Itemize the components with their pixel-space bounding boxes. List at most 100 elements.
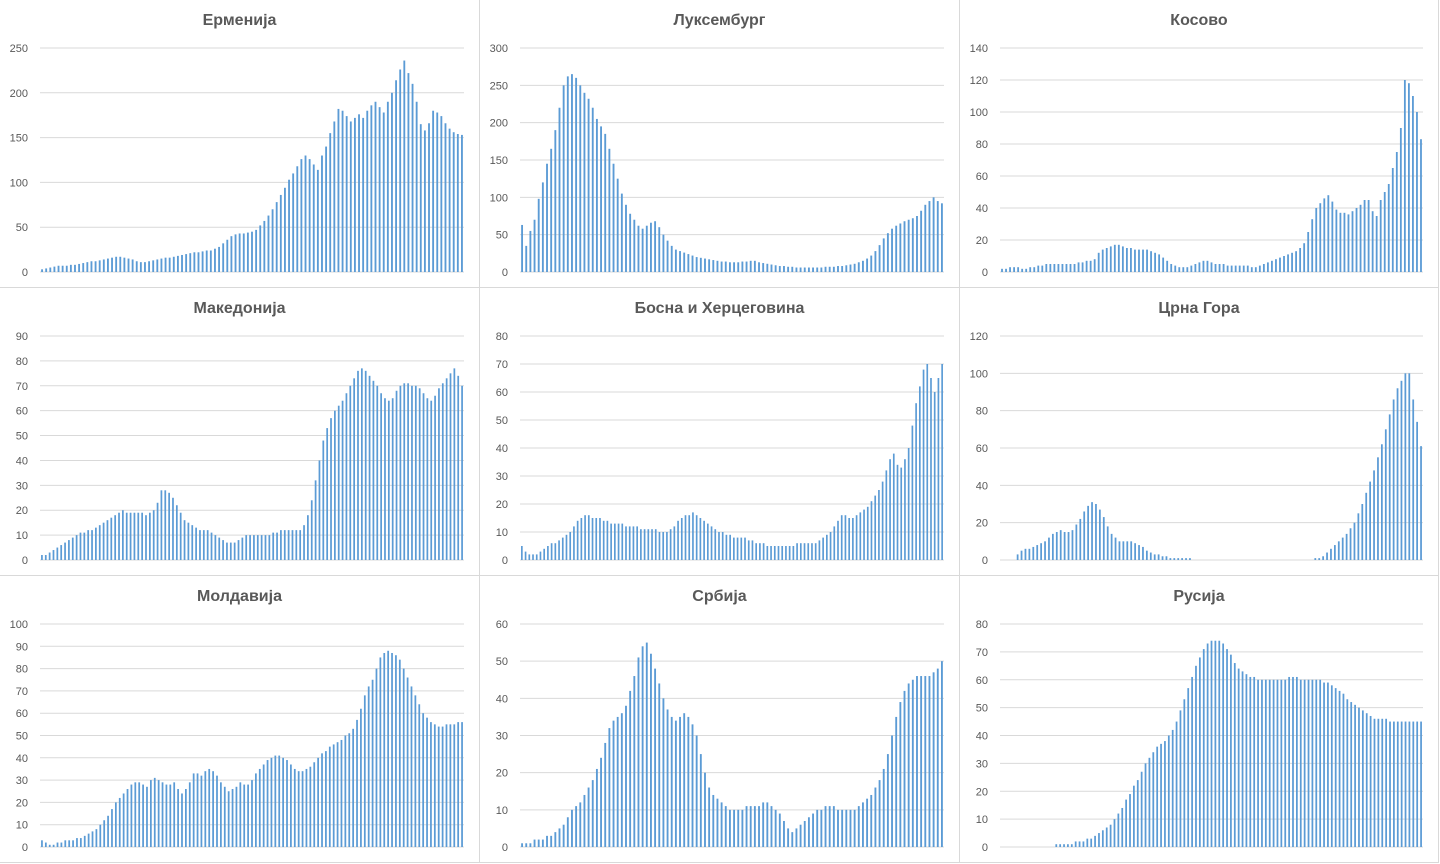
- bar: [1361, 710, 1364, 847]
- bar: [259, 225, 262, 272]
- bar: [91, 530, 93, 560]
- bar: [41, 840, 43, 847]
- bar: [1379, 200, 1382, 272]
- bar: [57, 265, 60, 272]
- bar: [308, 159, 311, 272]
- bar: [1369, 715, 1372, 847]
- y-tick-label: 250: [490, 80, 508, 92]
- bar: [1065, 264, 1068, 272]
- bar: [1246, 265, 1249, 272]
- bar: [770, 546, 772, 560]
- bar: [1280, 679, 1283, 847]
- chart-plot: 0 10 20 30 40 50 60 70 80 90: [16, 331, 464, 567]
- bar: [1408, 721, 1411, 847]
- bar: [744, 537, 746, 560]
- bar: [862, 802, 864, 847]
- bar: [770, 806, 773, 847]
- bar: [882, 238, 885, 272]
- bar: [387, 650, 390, 847]
- bar: [1082, 841, 1085, 847]
- bar: [330, 418, 332, 560]
- bar: [176, 255, 179, 272]
- bar: [267, 215, 270, 272]
- bar: [1063, 532, 1066, 560]
- bar: [899, 702, 902, 847]
- bar: [456, 134, 459, 272]
- bar: [1272, 679, 1275, 847]
- chart-panel: Молдавија 0 10 20 30 40 50 60 70 80 90 100: [0, 576, 480, 863]
- bar: [56, 842, 59, 847]
- bar: [891, 228, 893, 272]
- bar: [403, 383, 406, 560]
- bar: [152, 260, 155, 272]
- bar: [1396, 388, 1399, 560]
- bar: [83, 835, 86, 847]
- bar: [679, 716, 681, 847]
- chart-title: Луксембург: [673, 12, 766, 29]
- bar: [848, 518, 850, 560]
- bar: [145, 515, 147, 560]
- bar: [1322, 556, 1324, 560]
- bar: [670, 716, 673, 847]
- y-tick-label: 100: [970, 107, 988, 119]
- bar: [1396, 721, 1399, 847]
- chart-title: Ерменија: [202, 12, 277, 29]
- bar: [845, 809, 848, 847]
- bar: [275, 202, 278, 272]
- bar: [1175, 721, 1178, 847]
- chart-title: Македонија: [193, 300, 286, 317]
- bar: [666, 709, 669, 847]
- bar: [1319, 203, 1322, 272]
- y-tick-label: 30: [16, 775, 28, 787]
- y-tick-label: 20: [496, 768, 508, 780]
- bar: [235, 786, 238, 847]
- bar: [226, 239, 229, 272]
- bar: [204, 771, 207, 847]
- bar: [521, 546, 523, 560]
- bar: [1044, 541, 1046, 560]
- bar: [803, 820, 806, 847]
- bar: [1395, 152, 1398, 272]
- bar: [1077, 262, 1080, 272]
- y-tick-label: 40: [976, 480, 988, 492]
- chart-panel: Босна и Херцеговина 0 10 20 30 40 50 60 70 80: [480, 288, 960, 576]
- bar: [845, 265, 848, 272]
- bar: [720, 261, 723, 272]
- bar: [546, 835, 548, 847]
- bar: [886, 233, 889, 272]
- bar: [1165, 556, 1168, 560]
- bar: [736, 537, 739, 560]
- bar: [87, 833, 90, 847]
- bar: [71, 537, 74, 560]
- bar: [751, 540, 754, 560]
- bar: [930, 378, 932, 560]
- bar: [1071, 530, 1074, 560]
- bar: [1404, 373, 1407, 560]
- bar: [625, 526, 627, 560]
- y-tick-label: 150: [10, 133, 28, 145]
- bar: [535, 554, 538, 560]
- bar: [208, 768, 211, 847]
- bar: [130, 784, 133, 847]
- bar: [807, 267, 810, 272]
- bar: [859, 512, 862, 560]
- bar: [1341, 537, 1344, 560]
- bar: [651, 529, 653, 560]
- bar: [152, 510, 155, 560]
- bar: [1288, 676, 1290, 847]
- y-tick-label: 120: [970, 75, 988, 87]
- bar: [683, 252, 686, 272]
- chart-panel: Русија 0 10 20 30 40 50 60 70 80: [960, 576, 1439, 863]
- bar: [305, 768, 308, 847]
- bar: [662, 234, 665, 272]
- bar: [562, 824, 565, 847]
- bar: [677, 520, 679, 560]
- y-tick-label: 60: [976, 443, 988, 455]
- bar: [587, 787, 590, 847]
- bar: [924, 204, 927, 272]
- bar: [1327, 682, 1329, 847]
- bar: [1045, 264, 1048, 272]
- bar: [803, 267, 806, 272]
- bar: [787, 828, 790, 847]
- bar: [699, 257, 702, 272]
